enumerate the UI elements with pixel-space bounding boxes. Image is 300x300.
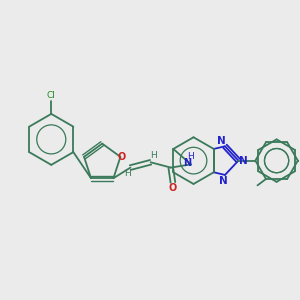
Text: N: N [183, 158, 191, 168]
Text: O: O [169, 183, 177, 193]
Text: N: N [218, 176, 227, 186]
Text: O: O [117, 152, 126, 162]
Text: H: H [124, 169, 130, 178]
Text: Cl: Cl [47, 92, 56, 100]
Text: N: N [239, 156, 248, 166]
Text: H: H [150, 152, 157, 160]
Text: H: H [188, 152, 194, 161]
Text: N: N [218, 136, 226, 146]
